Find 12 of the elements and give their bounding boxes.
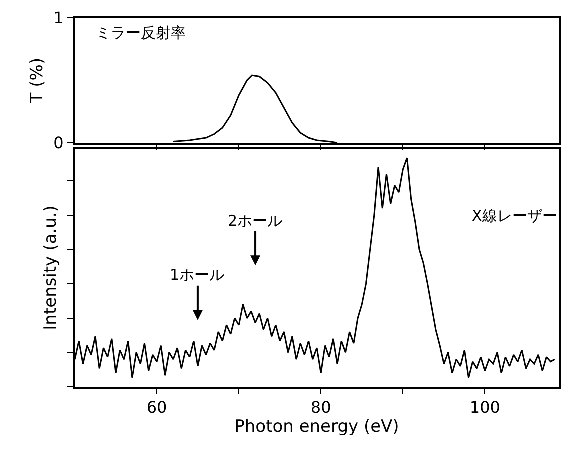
y-tick-label: 1 [54,8,64,28]
y-axis-title: T (%) [28,58,48,104]
x-tick-label: 80 [310,398,332,418]
x-tick-label: 100 [470,398,500,418]
x-axis-title: Photon energy (eV) [234,417,400,438]
annotation: ミラー反射率 [96,24,186,42]
annotation: X線レーザー [472,207,558,225]
x-tick-label: 60 [146,398,168,418]
annotation: 1ホール [170,266,225,284]
y-tick-label: 0 [54,134,64,153]
y-axis-title: Intensity (a.u.) [41,206,62,330]
annotation: 2ホール [228,212,283,230]
